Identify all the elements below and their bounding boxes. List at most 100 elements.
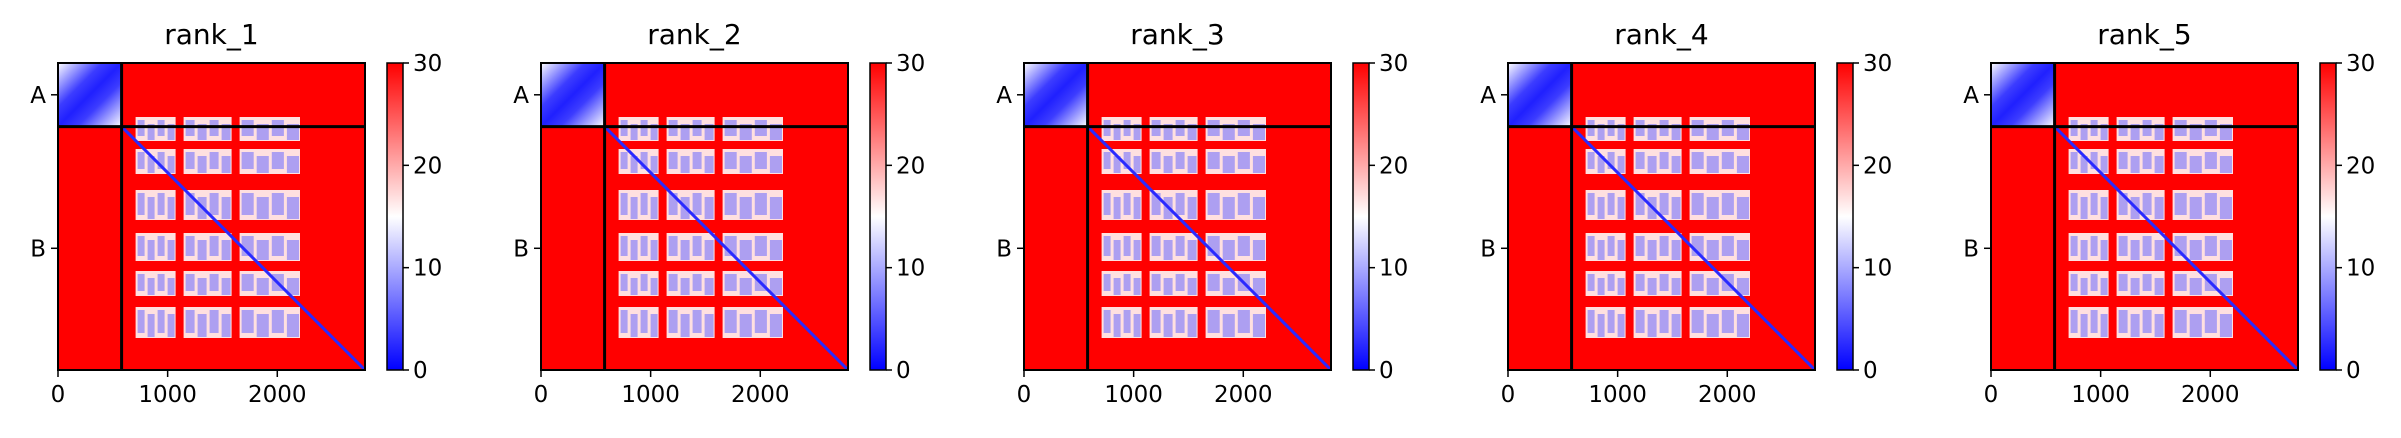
domain-block-detail [1175, 152, 1185, 169]
colorbar-tick-label: 20 [2346, 153, 2375, 179]
domain-block-detail [221, 278, 231, 295]
diagonal-line [120, 125, 367, 372]
domain-block-detail [2070, 310, 2078, 333]
domain-block-detail [1647, 156, 1657, 173]
domain-block-detail [704, 156, 714, 173]
domain-block-detail [147, 197, 155, 219]
domain-block-detail [704, 124, 714, 140]
domain-block-detail [769, 240, 782, 260]
colorbar-tick-label: 10 [896, 256, 925, 282]
domain-block-detail [1103, 310, 1111, 333]
domain-block-detail [1151, 274, 1161, 291]
colorbar-frame [1352, 62, 1370, 371]
y-tick-label: B [996, 236, 1012, 262]
domain-block-detail [1113, 197, 1121, 219]
domain-block-detail [1617, 197, 1625, 219]
domain-block-detail [2142, 274, 2152, 291]
panel-rank_5: rank_5 0 1000 2000 A B 0 10 20 30 [1963, 18, 2375, 408]
domain-block-detail [2100, 156, 2108, 173]
domain-block-detail [724, 152, 737, 169]
domain-block-detail [241, 274, 254, 291]
colorbar-tick-label: 10 [1379, 256, 1408, 282]
domain-block-detail [724, 274, 737, 291]
domain-block-detail [2189, 314, 2202, 337]
domain-block-detail [221, 156, 231, 173]
domain-block-detail [668, 193, 678, 215]
domain-block-detail [197, 314, 207, 337]
domain-block-detail [1252, 197, 1265, 219]
domain-block-detail [1597, 278, 1605, 295]
domain-block-detail [147, 124, 155, 140]
heatmap [1508, 63, 1817, 372]
domain-block-detail [157, 236, 165, 256]
domain-block-detail [2130, 124, 2140, 140]
x-tick-label: 1000 [621, 382, 680, 408]
domain-block-detail [2100, 124, 2108, 140]
domain-block-detail [1207, 193, 1220, 215]
x-tick-label: 0 [534, 382, 549, 408]
domain-block-detail [1671, 156, 1681, 173]
domain-block-detail [692, 236, 702, 256]
domain-block-detail [769, 197, 782, 219]
domain-block-detail [1587, 310, 1595, 333]
domain-block-detail [754, 236, 767, 256]
domain-block-detail [1647, 314, 1657, 337]
domain-block-detail [1187, 240, 1197, 260]
domain-block-detail [1659, 193, 1669, 215]
domain-block-detail [2118, 310, 2128, 333]
colorbar-frame [869, 62, 887, 371]
domain-block-detail [1736, 314, 1749, 337]
domain-block-detail [724, 310, 737, 333]
plot-frame [1507, 62, 1816, 371]
domain-block-detail [2189, 156, 2202, 173]
domain-block-detail [157, 193, 165, 215]
domain-block-detail [754, 193, 767, 215]
domain-block-detail [209, 310, 219, 333]
domain-block-detail [1222, 197, 1235, 219]
domain-block-detail [1123, 274, 1131, 291]
domain-block-detail [754, 310, 767, 333]
domain-block-detail [640, 310, 648, 333]
colorbar-tick-label: 30 [1379, 51, 1408, 77]
domain-block-detail [1635, 236, 1645, 256]
y-tick-label: B [30, 236, 46, 262]
diagonal-line [2053, 125, 2300, 372]
diagonal-line [1570, 125, 1817, 372]
domain-block-detail [620, 310, 628, 333]
domain-block-detail [739, 314, 752, 337]
domain-block-detail [650, 197, 658, 219]
domain-block-detail [2090, 193, 2098, 215]
domain-block-detail [185, 274, 195, 291]
colorbar-tick-label: 30 [1863, 51, 1892, 77]
domain-block-detail [1175, 193, 1185, 215]
domain-block-detail [1635, 274, 1645, 291]
domain-block-detail [2080, 156, 2088, 173]
domain-block-detail [1706, 197, 1719, 219]
y-tick-label: A [996, 83, 1012, 109]
colorbar [1353, 63, 1369, 370]
domain-block-detail [1103, 274, 1111, 291]
domain-block-detail [668, 310, 678, 333]
domain-block-detail [2204, 193, 2217, 215]
domain-block-detail [620, 193, 628, 215]
domain-block-detail [640, 274, 648, 291]
domain-block-detail [1671, 278, 1681, 295]
domain-block-detail [2189, 197, 2202, 219]
x-tick-label: 0 [1017, 382, 1032, 408]
domain-block-detail [2154, 278, 2164, 295]
domain-block-detail [2189, 240, 2202, 260]
domain-block-detail [2174, 310, 2187, 333]
domain-block-detail [1597, 240, 1605, 260]
domain-block-detail [1113, 124, 1121, 140]
domain-block-detail [157, 152, 165, 169]
domain-block-detail [256, 240, 269, 260]
domain-block-detail [2154, 240, 2164, 260]
chain-a-block [1024, 63, 1088, 127]
domain-block-detail [167, 314, 175, 337]
domain-block-detail [2219, 278, 2232, 295]
domain-block-detail [209, 193, 219, 215]
domain-block-detail [1133, 278, 1141, 295]
colorbar-tick-label: 20 [413, 153, 442, 179]
domain-block-detail [1163, 156, 1173, 173]
domain-block-detail [630, 156, 638, 173]
